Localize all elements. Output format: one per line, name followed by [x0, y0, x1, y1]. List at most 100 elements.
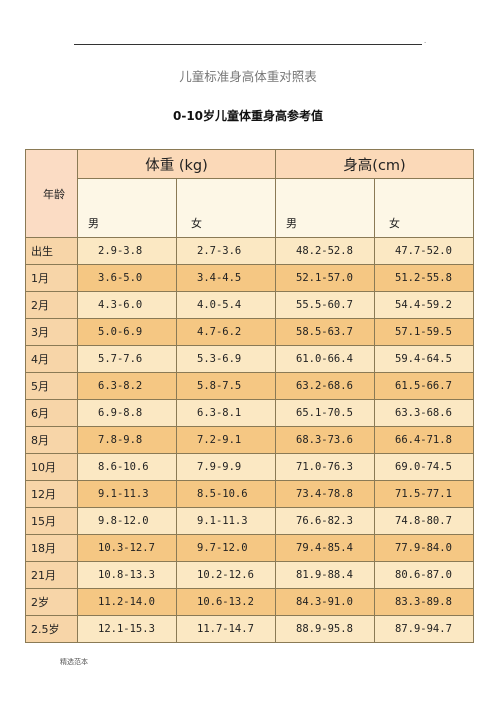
height-male-cell: 61.0-66.4 — [275, 345, 375, 373]
weight-male-cell: 5.7-7.6 — [77, 345, 177, 373]
weight-female-cell: 8.5-10.6 — [176, 480, 276, 508]
height-female-cell: 57.1-59.5 — [373, 318, 475, 346]
weight-male-cell: 4.3-6.0 — [77, 291, 177, 319]
table-subtitle: 0-10岁儿童体重身高参考值 — [172, 109, 324, 123]
row-age-cell: 12月 — [25, 480, 78, 508]
weight-female-cell: 9.7-12.0 — [176, 534, 276, 562]
height-female-cell: 51.2-55.8 — [373, 264, 475, 292]
height-female-cell: 74.8-80.7 — [373, 507, 475, 535]
height-male-cell: 73.4-78.8 — [275, 480, 375, 508]
weight-male-cell: 6.9-8.8 — [77, 399, 177, 427]
row-age-cell: 出生 — [25, 237, 78, 265]
weight-female-cell: 10.2-12.6 — [176, 561, 276, 589]
table-row: 6月 6.9-8.8 6.3-8.1 65.1-70.5 63.3-68.6 — [25, 399, 475, 427]
table-header-row: 年龄 体重 (kg) 身高(cm) — [25, 149, 475, 238]
table-row: 1月 3.6-5.0 3.4-4.5 52.1-57.0 51.2-55.8 — [25, 264, 475, 292]
row-age-cell: 2.5岁 — [25, 615, 78, 643]
height-male-cell: 76.6-82.3 — [275, 507, 375, 535]
weight-female-cell: 9.1-11.3 — [176, 507, 276, 535]
weight-male-cell: 9.8-12.0 — [77, 507, 177, 535]
table-row: 5月 6.3-8.2 5.8-7.5 63.2-68.6 61.5-66.7 — [25, 372, 475, 400]
height-male-cell: 58.5-63.7 — [275, 318, 375, 346]
height-male-cell: 68.3-73.6 — [275, 426, 375, 454]
row-age-cell: 5月 — [25, 372, 78, 400]
height-female-cell: 63.3-68.6 — [373, 399, 475, 427]
table-row: 15月 9.8-12.0 9.1-11.3 76.6-82.3 74.8-80.7 — [25, 507, 475, 535]
weight-male-cell: 12.1-15.3 — [77, 615, 177, 643]
table-row: 4月 5.7-7.6 5.3-6.9 61.0-66.4 59.4-64.5 — [25, 345, 475, 373]
height-male-cell: 81.9-88.4 — [275, 561, 375, 589]
row-age-cell: 3月 — [25, 318, 78, 346]
row-age-cell: 10月 — [25, 453, 78, 481]
height-female-header: 女 — [373, 178, 475, 238]
weight-male-cell: 2.9-3.8 — [77, 237, 177, 265]
header-rule — [74, 44, 422, 45]
height-male-cell: 55.5-60.7 — [275, 291, 375, 319]
row-age-cell: 4月 — [25, 345, 78, 373]
height-male-cell: 52.1-57.0 — [275, 264, 375, 292]
weight-female-cell: 7.2-9.1 — [176, 426, 276, 454]
height-male-cell: 84.3-91.0 — [275, 588, 375, 616]
document-title: 儿童标准身高体重对照表 — [179, 69, 317, 84]
table-row: 2月 4.3-6.0 4.0-5.4 55.5-60.7 54.4-59.2 — [25, 291, 475, 319]
table-row: 21月 10.8-13.3 10.2-12.6 81.9-88.4 80.6-87.0 — [25, 561, 475, 589]
weight-male-cell: 10.3-12.7 — [77, 534, 177, 562]
height-female-cell: 47.7-52.0 — [373, 237, 475, 265]
height-male-header: 男 — [275, 178, 375, 238]
height-female-cell: 71.5-77.1 — [373, 480, 475, 508]
height-female-cell: 77.9-84.0 — [373, 534, 475, 562]
weight-male-cell: 11.2-14.0 — [77, 588, 177, 616]
height-male-cell: 71.0-76.3 — [275, 453, 375, 481]
table-row: 12月 9.1-11.3 8.5-10.6 73.4-78.8 71.5-77.1 — [25, 480, 475, 508]
weight-female-cell: 6.3-8.1 — [176, 399, 276, 427]
growth-table: 年龄 体重 (kg) 身高(cm) 男 女 男 女 出生 2.9-3.8 2.7-3… — [25, 149, 475, 643]
weight-female-cell: 5.3-6.9 — [176, 345, 276, 373]
height-female-cell: 69.0-74.5 — [373, 453, 475, 481]
weight-column-header: 体重 (kg) — [77, 149, 276, 179]
weight-male-cell: 3.6-5.0 — [77, 264, 177, 292]
weight-male-cell: 7.8-9.8 — [77, 426, 177, 454]
weight-female-cell: 4.0-5.4 — [176, 291, 276, 319]
height-female-cell: 59.4-64.5 — [373, 345, 475, 373]
weight-male-cell: 8.6-10.6 — [77, 453, 177, 481]
weight-male-cell: 9.1-11.3 — [77, 480, 177, 508]
row-age-cell: 21月 — [25, 561, 78, 589]
table-row: 8月 7.8-9.8 7.2-9.1 68.3-73.6 66.4-71.8 — [25, 426, 475, 454]
weight-female-cell: 2.7-3.6 — [176, 237, 276, 265]
row-age-cell: 2月 — [25, 291, 78, 319]
table-subheader-row: 男 女 男 女 — [26, 178, 475, 238]
height-column-header: 身高(cm) — [274, 149, 475, 179]
table-row: 2岁 11.2-14.0 10.6-13.2 84.3-91.0 83.3-89.8 — [25, 588, 475, 616]
height-female-cell: 87.9-94.7 — [373, 615, 475, 643]
height-male-cell: 48.2-52.8 — [275, 237, 375, 265]
height-female-cell: 83.3-89.8 — [373, 588, 475, 616]
table-row: 18月 10.3-12.7 9.7-12.0 79.4-85.4 77.9-84.0 — [25, 534, 475, 562]
weight-male-header: 男 — [77, 178, 177, 238]
weight-male-cell: 5.0-6.9 — [77, 318, 177, 346]
weight-female-header: 女 — [176, 178, 276, 238]
height-female-cell: 66.4-71.8 — [373, 426, 475, 454]
row-age-cell: 6月 — [25, 399, 78, 427]
table-row: 10月 8.6-10.6 7.9-9.9 71.0-76.3 69.0-74.5 — [25, 453, 475, 481]
weight-female-cell: 10.6-13.2 — [176, 588, 276, 616]
height-male-cell: 79.4-85.4 — [275, 534, 375, 562]
row-age-cell: 15月 — [25, 507, 78, 535]
weight-female-cell: 3.4-4.5 — [176, 264, 276, 292]
row-age-cell: 1月 — [25, 264, 78, 292]
age-column-header: 年龄 — [25, 149, 78, 238]
height-female-cell: 54.4-59.2 — [373, 291, 475, 319]
table-row: 2.5岁 12.1-15.3 11.7-14.7 88.9-95.8 87.9-94.7 — [25, 615, 475, 643]
header-corner-mark: . — [424, 37, 427, 45]
weight-female-cell: 11.7-14.7 — [176, 615, 276, 643]
height-male-cell: 63.2-68.6 — [275, 372, 375, 400]
row-age-cell: 8月 — [25, 426, 78, 454]
height-female-cell: 61.5-66.7 — [373, 372, 475, 400]
height-male-cell: 88.9-95.8 — [275, 615, 375, 643]
weight-female-cell: 5.8-7.5 — [176, 372, 276, 400]
height-male-cell: 65.1-70.5 — [275, 399, 375, 427]
weight-female-cell: 4.7-6.2 — [176, 318, 276, 346]
weight-male-cell: 10.8-13.3 — [77, 561, 177, 589]
row-age-cell: 2岁 — [25, 588, 78, 616]
weight-female-cell: 7.9-9.9 — [176, 453, 276, 481]
height-female-cell: 80.6-87.0 — [373, 561, 475, 589]
